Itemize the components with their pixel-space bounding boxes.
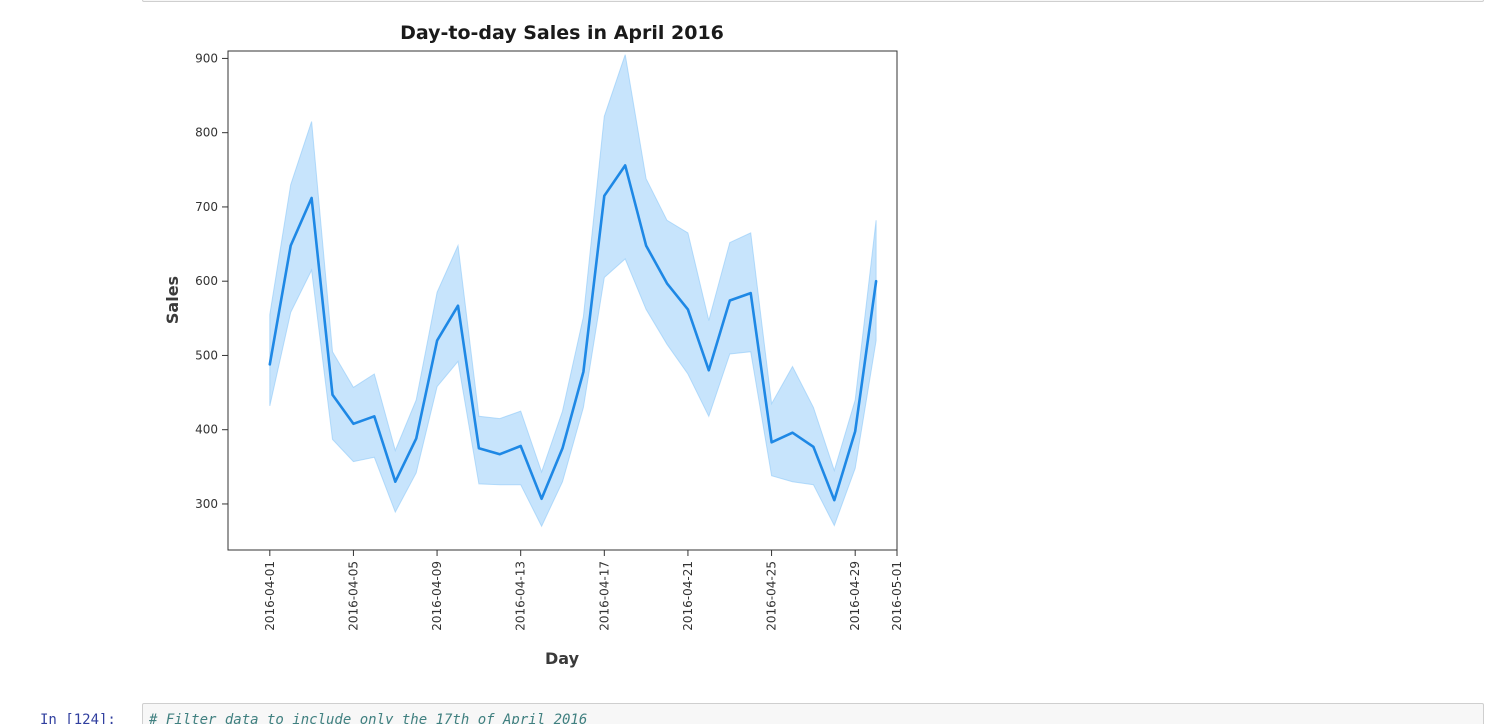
confidence-band (269, 54, 877, 528)
y-tick-label: 400 (195, 423, 218, 437)
sales-series-line (268, 164, 878, 502)
x-tick-label: 2016-04-05 (346, 561, 360, 631)
data-point-2016-04-08 (415, 437, 417, 439)
x-tick-label: 2016-04-13 (514, 561, 528, 631)
y-tick-label: 700 (195, 200, 218, 214)
data-point-2016-04-22 (708, 369, 710, 371)
data-point-2016-04-25 (770, 441, 772, 443)
data-point-2016-04-09 (436, 339, 438, 341)
axes-frame (227, 50, 898, 551)
data-point-2016-04-17 (603, 195, 605, 197)
data-point-2016-04-20 (666, 282, 668, 284)
cell-prompt: In [124]: (40, 712, 116, 724)
y-axis-label: Sales (163, 276, 182, 324)
x-tick-label: 2016-04-25 (765, 561, 779, 631)
cell-output-area: Day-to-day Sales in April 2016 2016-04-0… (142, 8, 922, 678)
data-point-2016-04-16 (582, 371, 584, 373)
x-axis-label: Day (545, 649, 580, 668)
x-tick-label: 2016-05-01 (890, 561, 904, 631)
x-tick-label: 2016-04-09 (430, 561, 444, 631)
data-point-2016-04-07 (394, 481, 396, 483)
data-point-2016-04-27 (812, 446, 814, 448)
y-tick-label: 300 (195, 497, 218, 511)
data-point-2016-04-03 (310, 197, 312, 199)
code-editor[interactable]: # Filter data to include only the 17th o… (142, 703, 1484, 724)
x-tick-label: 2016-04-29 (848, 561, 862, 631)
data-point-2016-04-11 (478, 447, 480, 449)
data-point-2016-04-30 (875, 280, 877, 282)
data-point-2016-04-15 (561, 447, 563, 449)
chart-title: Day-to-day Sales in April 2016 (400, 22, 724, 44)
data-point-2016-04-21 (687, 308, 689, 310)
data-point-2016-04-24 (750, 292, 752, 294)
confidence-band-layer (269, 54, 877, 528)
line-layer (268, 164, 878, 502)
data-point-2016-04-14 (540, 498, 542, 500)
data-point-2016-04-06 (373, 415, 375, 417)
data-point-2016-04-23 (729, 299, 731, 301)
x-axis-ticks: 2016-04-01 2016-04-05 2016-04-09 2016-04-13… (263, 550, 904, 631)
y-tick-label: 600 (195, 274, 218, 288)
data-point-2016-04-04 (331, 394, 333, 396)
data-point-2016-04-29 (854, 430, 856, 432)
x-tick-label: 2016-04-17 (597, 561, 611, 631)
previous-code-cell[interactable] (142, 0, 1484, 2)
y-tick-label: 500 (195, 348, 218, 362)
data-point-2016-04-05 (352, 423, 354, 425)
data-point-2016-04-28 (833, 499, 835, 501)
data-point-2016-04-02 (290, 244, 292, 246)
sales-line-chart: Day-to-day Sales in April 2016 2016-04-0… (163, 22, 904, 668)
x-tick-label: 2016-04-21 (681, 561, 695, 631)
next-code-cell: In [124]: # Filter data to include only … (0, 700, 1495, 724)
data-point-2016-04-13 (520, 445, 522, 447)
data-point-2016-04-10 (457, 305, 459, 307)
x-tick-label: 2016-04-01 (263, 561, 277, 631)
y-tick-label: 900 (195, 51, 218, 65)
data-point-2016-04-19 (645, 244, 647, 246)
data-point-2016-04-26 (791, 432, 793, 434)
data-point-2016-04-12 (499, 453, 501, 455)
y-axis-ticks: 300 400 500 600 700 800 900 (195, 51, 228, 511)
data-point-2016-04-18 (624, 164, 626, 166)
code-comment: # Filter data to include only the 17th o… (149, 712, 588, 724)
data-point-2016-04-01 (269, 363, 271, 365)
y-tick-label: 800 (195, 126, 218, 140)
